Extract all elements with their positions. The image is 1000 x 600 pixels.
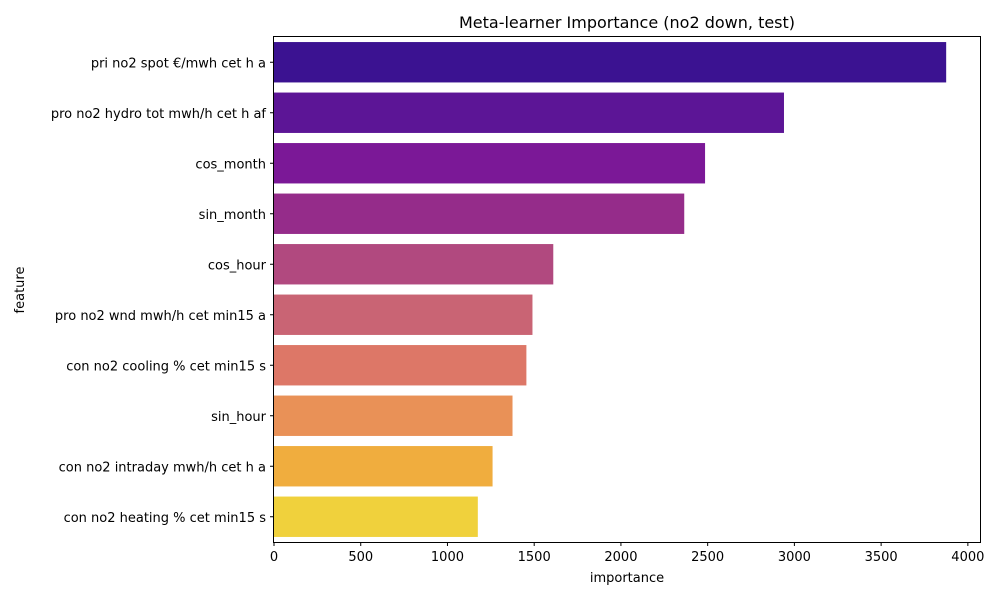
y-tick-label: sin_hour	[211, 410, 267, 425]
x-tick-label: 2000	[604, 550, 637, 565]
x-tick-label: 3000	[778, 550, 811, 565]
bar	[274, 92, 784, 133]
bar	[274, 193, 685, 234]
x-tick-label: 1500	[518, 550, 551, 565]
y-axis-label: feature	[13, 267, 28, 314]
x-tick-label: 1000	[431, 550, 464, 565]
y-tick-label: con no2 cooling % cet min15 s	[66, 359, 266, 374]
y-tick-label: con no2 intraday mwh/h cet h a	[59, 460, 266, 475]
x-tick-label: 2500	[691, 550, 724, 565]
chart-title: Meta-learner Importance (no2 down, test)	[459, 13, 795, 32]
bars-group	[274, 42, 947, 537]
bar	[274, 294, 533, 335]
y-tick-label: pro no2 hydro tot mwh/h cet h af	[51, 107, 267, 122]
y-tick-label: pri no2 spot €/mwh cet h a	[91, 56, 266, 71]
bar	[274, 345, 527, 386]
y-tick-label: pro no2 wnd mwh/h cet min15 a	[55, 309, 266, 324]
x-tick-label: 3500	[865, 550, 898, 565]
y-tick-label: cos_month	[195, 157, 266, 172]
y-tick-label: con no2 heating % cet min15 s	[64, 511, 267, 526]
y-axis-ticks: pri no2 spot €/mwh cet h a pro no2 hydro …	[51, 56, 274, 526]
x-tick-label: 500	[348, 550, 373, 565]
bar	[274, 446, 493, 487]
bar	[274, 496, 478, 537]
x-tick-label: 4000	[951, 550, 984, 565]
plot-frame	[273, 36, 981, 543]
y-tick-label: cos_hour	[208, 258, 267, 273]
x-axis-ticks: 0 500 1000 1500 2000 2500 3000 3500 4000	[270, 542, 984, 565]
bar	[274, 42, 947, 83]
x-axis-label: importance	[590, 571, 664, 586]
x-tick-label: 0	[270, 550, 278, 565]
bar	[274, 244, 554, 285]
bar	[274, 395, 513, 436]
y-tick-label: sin_month	[199, 208, 266, 223]
bar	[274, 143, 706, 184]
